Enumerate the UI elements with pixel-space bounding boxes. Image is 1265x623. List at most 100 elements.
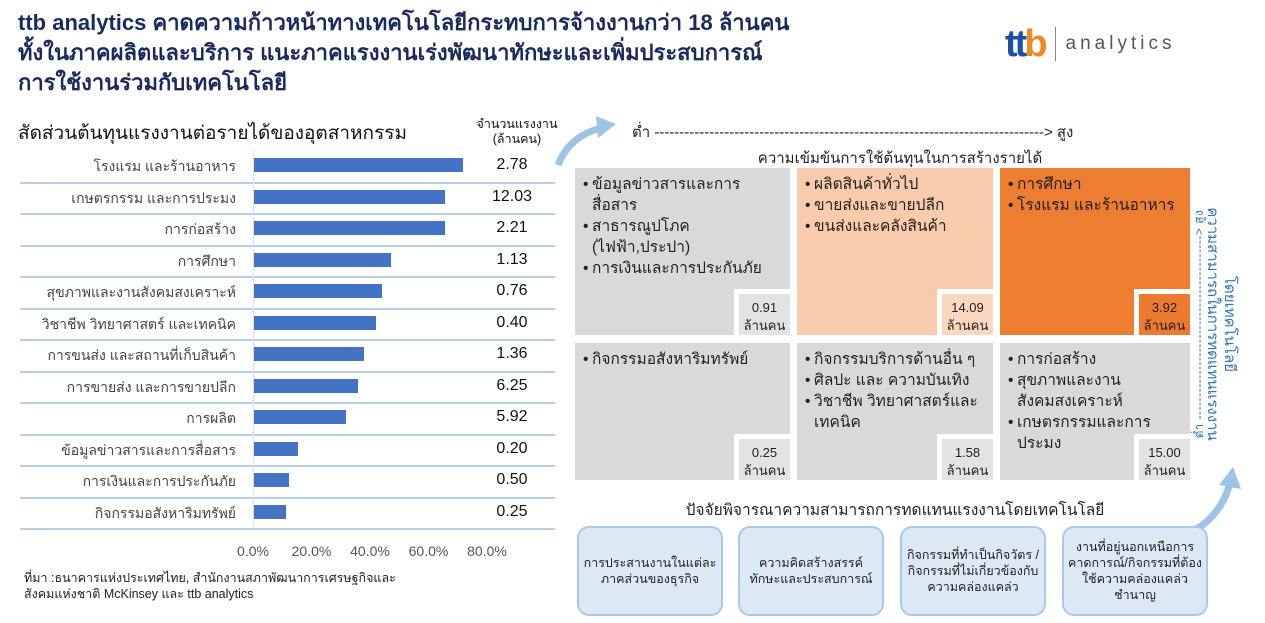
industry-item: ขายส่งและขายปลีก bbox=[805, 195, 985, 216]
worker-count-badge: 1.58 ล้านคน bbox=[937, 434, 993, 480]
bar bbox=[253, 347, 364, 361]
headline-line: ttb analytics คาดความก้าวหน้าทางเทคโนโลย… bbox=[18, 10, 790, 35]
industry-item: การก่อสร้าง bbox=[1008, 349, 1182, 370]
row-separator bbox=[20, 307, 555, 310]
workers-value: 0.20 bbox=[496, 439, 528, 457]
industry-item: สาธารณูปโภค (ไฟฟ้า,ประปา) bbox=[583, 216, 782, 258]
bar bbox=[253, 504, 286, 519]
bar bbox=[253, 441, 298, 456]
worker-count: 0.91 bbox=[751, 300, 778, 315]
matrix-cell: ผลิตสินค้าทั่วไปขายส่งและขายปลีกขนส่งและ… bbox=[797, 168, 993, 335]
headline: ttb analytics คาดความก้าวหน้าทางเทคโนโลย… bbox=[18, 8, 978, 98]
curved-arrow-icon bbox=[554, 116, 616, 167]
factor-box: ความคิดสร้างสรรค์ ทักษะและประสบการณ์ bbox=[738, 526, 884, 616]
worker-count: 3.92 bbox=[1151, 300, 1178, 315]
worker-count: 1.58 bbox=[954, 445, 981, 460]
bar bbox=[253, 189, 445, 204]
industry-item: การเงินและการประกันภัย bbox=[583, 258, 782, 279]
worker-count: 14.09 bbox=[951, 300, 984, 315]
logo-mark: b bbox=[1024, 22, 1047, 65]
bar bbox=[253, 315, 376, 330]
worker-count: 15.00 bbox=[1148, 445, 1181, 460]
x-tick-label: 0.0% bbox=[237, 543, 269, 559]
workers-value: 2.78 bbox=[496, 156, 528, 173]
category-label: ข้อมูลข่าวสารและการสื่อสาร bbox=[61, 441, 236, 458]
source-line: ที่มา :ธนาคารแห่งประเทศไทย, สำนักงานสภาพ… bbox=[24, 571, 396, 585]
unit: ล้านคน bbox=[743, 463, 786, 478]
unit: ล้านคน bbox=[1143, 463, 1186, 478]
axis-line bbox=[253, 150, 254, 528]
x-tick-label: 80.0% bbox=[467, 543, 507, 559]
unit: ล้านคน bbox=[743, 318, 786, 333]
workers-value: 2.21 bbox=[496, 219, 528, 236]
workers-value: 0.50 bbox=[496, 471, 528, 488]
workers-value: 1.36 bbox=[496, 345, 528, 362]
source-note: ที่มา :ธนาคารแห่งประเทศไทย, สำนักงานสภาพ… bbox=[24, 570, 396, 602]
y-axis-title: ความสามารถในการทดแทนแรงงาน bbox=[1204, 207, 1221, 441]
workers-value: 5.92 bbox=[496, 408, 528, 425]
unit: ล้านคน bbox=[946, 318, 989, 333]
matrix-cell: การก่อสร้างสุขภาพและงานสังคมสงเคราะห์เกษ… bbox=[1000, 343, 1190, 480]
y-axis: ต่ำ ------------------------------------… bbox=[1192, 168, 1238, 480]
industry-item: การศึกษา bbox=[1008, 174, 1182, 195]
matrix-cell: ข้อมูลข่าวสารและการสื่อสารสาธารณูปโภค (ไ… bbox=[575, 168, 790, 335]
row-separator bbox=[20, 213, 555, 215]
category-label: เกษตรกรรม และการประมง bbox=[71, 189, 236, 206]
industry-item: สุขภาพและงานสังคมสงเคราะห์ bbox=[1008, 370, 1182, 412]
chart-title: สัดส่วนต้นทุนแรงงานต่อรายได้ของอุตสาหกรร… bbox=[18, 123, 407, 144]
category-label: การศึกษา bbox=[177, 252, 236, 269]
row-separator bbox=[20, 339, 555, 341]
worker-count-badge: 0.25 ล้านคน bbox=[734, 434, 790, 480]
industry-list: ข้อมูลข่าวสารและการสื่อสารสาธารณูปโภค (ไ… bbox=[583, 174, 782, 279]
header-line: จำนวนแรงงาน bbox=[476, 117, 558, 131]
category-label: การผลิต bbox=[186, 410, 236, 426]
source-line: สังคมแห่งชาติ McKinsey และ ttb analytics bbox=[24, 587, 254, 601]
category-label: กิจกรรมอสังหาริมทรัพย์ bbox=[94, 504, 236, 521]
factors-title: ปัจจัยพิจารณาความสามารถการทดแทนแรงงานโดย… bbox=[685, 502, 1105, 519]
bar bbox=[253, 284, 382, 298]
x-tick-label: 60.0% bbox=[408, 543, 449, 559]
worker-count-badge: 3.92 ล้านคน bbox=[1134, 289, 1190, 335]
bar bbox=[253, 158, 463, 172]
y-axis-text: โดยเทคโนโลยี ความสามารถในการทดแทนแรงงาน bbox=[1204, 207, 1238, 440]
row-separator bbox=[20, 181, 555, 184]
industry-item: กิจกรรมบริการด้านอื่น ๆ bbox=[805, 349, 985, 370]
bar bbox=[253, 221, 445, 235]
worker-count-badge: 0.91 ล้านคน bbox=[734, 289, 790, 335]
y-axis-title: โดยเทคโนโลยี bbox=[1221, 276, 1238, 372]
row-separator bbox=[20, 465, 555, 467]
workers-value: 0.76 bbox=[496, 282, 528, 299]
x-axis-scale: ต่ำ ------------------------------------… bbox=[632, 124, 1074, 141]
category-label: วิชาชีพ วิทยาศาสตร์ และเทคนิค bbox=[41, 315, 236, 332]
category-label: การเงินและการประกันภัย bbox=[82, 473, 236, 489]
industry-list: การศึกษาโรงแรม และร้านอาหาร bbox=[1008, 174, 1182, 216]
industry-item: โรงแรม และร้านอาหาร bbox=[1008, 195, 1182, 216]
row-separator bbox=[20, 528, 555, 530]
header-line: (ล้านคน) bbox=[492, 132, 542, 146]
logo-word: analytics bbox=[1065, 33, 1176, 54]
factor-box: กิจกรรมที่ทำเป็นกิจวัตร / กิจกรรมที่ไม่เ… bbox=[900, 526, 1046, 616]
matrix-cell: กิจกรรมอสังหาริมทรัพย์ 0.25 ล้านคน bbox=[575, 343, 790, 480]
ttb-analytics-logo: tt b analytics bbox=[1005, 22, 1245, 66]
logo-mark: tt bbox=[1005, 22, 1027, 65]
matrix-cell: กิจกรรมบริการด้านอื่น ๆศิลปะ และ ความบัน… bbox=[797, 343, 993, 480]
bar bbox=[253, 378, 358, 393]
bar bbox=[253, 410, 346, 424]
row-separator bbox=[20, 276, 555, 278]
factor-box: งานที่อยู่นอกเหนือการคาดการณ์/กิจกรรมที่… bbox=[1062, 526, 1208, 616]
workers-value: 12.03 bbox=[491, 187, 533, 205]
category-label: การก่อสร้าง bbox=[164, 221, 236, 237]
row-separator bbox=[20, 402, 555, 404]
worker-count-badge: 15.00 ล้านคน bbox=[1134, 434, 1190, 480]
industry-item: ขนส่งและคลังสินค้า bbox=[805, 216, 985, 237]
category-label: โรงแรม และร้านอาหาร bbox=[93, 158, 237, 174]
category-label: สุขภาพและงานสังคมสงเคราะห์ bbox=[46, 284, 236, 300]
industry-item: ผลิตสินค้าทั่วไป bbox=[805, 174, 985, 195]
bar bbox=[253, 473, 289, 487]
headline-line: การใช้งานร่วมกับเทคโนโลยี bbox=[18, 70, 288, 95]
unit: ล้านคน bbox=[1143, 318, 1186, 333]
workers-value: 0.40 bbox=[496, 313, 528, 331]
industry-item: กิจกรรมอสังหาริมทรัพย์ bbox=[583, 349, 782, 370]
industry-item: ศิลปะ และ ความบันเทิง bbox=[805, 370, 985, 391]
row-separator bbox=[20, 370, 555, 373]
